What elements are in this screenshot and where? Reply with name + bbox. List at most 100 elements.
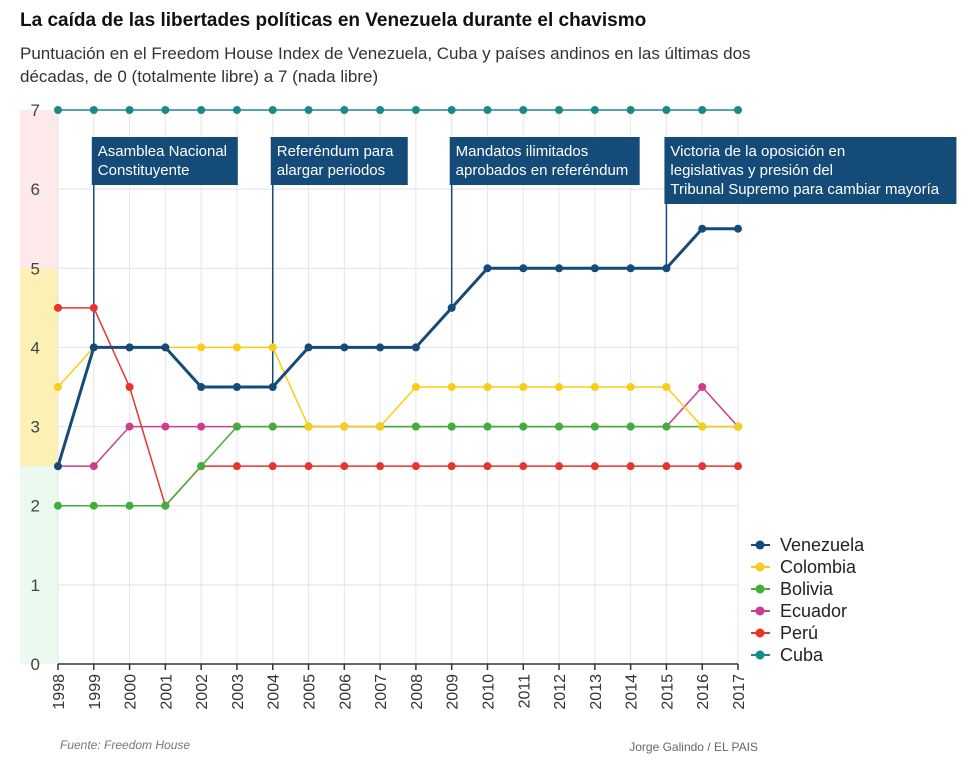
legend-label-bolivia: Bolivia	[780, 579, 834, 599]
point-peru-2009	[447, 462, 456, 471]
point-cuba-2010	[483, 106, 492, 114]
point-bolivia-2011	[519, 422, 528, 431]
point-venezuela-2011	[519, 264, 528, 273]
legend-label-peru: Perú	[780, 623, 818, 643]
point-cuba-2011	[519, 106, 528, 114]
legend-label-venezuela: Venezuela	[780, 535, 865, 555]
x-tick-label: 2002	[194, 674, 211, 710]
point-colombia-2013	[590, 383, 599, 391]
point-colombia-2004	[268, 343, 277, 352]
point-bolivia-2000	[125, 501, 134, 510]
point-peru-2008	[411, 462, 420, 471]
series-line-venezuela	[56, 227, 738, 467]
point-peru-2004	[268, 462, 277, 471]
x-tick-label: 2015	[659, 674, 676, 710]
point-peru-2006	[340, 462, 349, 471]
source-note: Fuente: Freedom House	[60, 738, 191, 752]
y-tick-label: 6	[31, 180, 40, 199]
annotation-text: alargar periodos	[277, 162, 385, 179]
point-peru-2012	[555, 462, 564, 471]
point-bolivia-2015	[662, 422, 671, 431]
point-ecuador-2000	[125, 422, 134, 431]
legend-marker-bolivia	[755, 584, 765, 594]
x-tick-label: 1998	[51, 674, 68, 710]
point-cuba-2017	[734, 106, 742, 114]
point-venezuela-2013	[590, 264, 599, 273]
point-venezuela-2005	[304, 343, 313, 352]
x-tick-label: 2009	[445, 674, 462, 710]
point-ecuador-1999	[89, 462, 98, 471]
y-tick-label: 0	[31, 655, 40, 674]
x-tick-label: 2011	[516, 674, 533, 709]
point-peru-2010	[483, 462, 492, 471]
point-ecuador-2002	[197, 422, 206, 431]
legend-marker-ecuador	[755, 606, 765, 616]
annotation-text: Tribunal Supremo para cambiar mayoría	[670, 181, 939, 198]
x-tick-label: 2010	[480, 674, 497, 710]
point-peru-1998	[54, 303, 62, 312]
point-colombia-2009	[447, 383, 456, 391]
point-peru-2000	[125, 383, 134, 391]
x-tick-label: 1999	[87, 674, 104, 710]
point-cuba-2008	[411, 106, 420, 114]
point-cuba-2015	[662, 106, 671, 114]
point-ecuador-2001	[161, 422, 170, 431]
point-venezuela-1998	[54, 462, 62, 471]
annotation-box-2004	[270, 137, 408, 185]
x-tick-label: 2013	[588, 674, 605, 710]
point-cuba-1998	[54, 106, 62, 114]
point-cuba-2000	[125, 106, 134, 114]
point-venezuela-2008	[411, 343, 420, 352]
point-bolivia-2013	[590, 422, 599, 431]
point-bolivia-2014	[626, 422, 635, 431]
point-colombia-2010	[483, 383, 492, 391]
point-venezuela-1999	[89, 343, 98, 352]
x-tick-label: 2003	[230, 674, 247, 710]
legend-marker-peru	[755, 628, 765, 638]
y-tick-label: 5	[31, 259, 40, 278]
point-cuba-2016	[698, 106, 707, 114]
x-tick-label: 2005	[302, 674, 319, 710]
point-bolivia-2009	[447, 422, 456, 431]
point-colombia-2003	[232, 343, 241, 352]
x-tick-label: 2004	[266, 674, 283, 710]
point-colombia-2012	[555, 383, 564, 391]
legend-label-colombia: Colombia	[780, 557, 857, 577]
point-bolivia-1999	[89, 501, 98, 510]
point-venezuela-2016	[698, 224, 707, 233]
x-tick-label: 2014	[624, 674, 641, 710]
point-colombia-2007	[376, 422, 385, 431]
point-peru-2016	[698, 462, 707, 471]
point-colombia-2011	[519, 383, 528, 391]
point-colombia-2015	[662, 383, 671, 391]
annotation-text: Victoria de la oposición en	[670, 143, 845, 160]
point-bolivia-2003	[232, 422, 241, 431]
point-venezuela-2010	[483, 264, 492, 273]
point-cuba-2006	[340, 106, 349, 114]
point-venezuela-2001	[161, 343, 170, 352]
annotation-text: Mandatos ilimitados	[456, 143, 589, 160]
point-colombia-2005	[304, 422, 313, 431]
annotation-box-1999	[91, 137, 238, 185]
y-tick-label: 4	[31, 338, 40, 357]
x-tick-label: 2016	[695, 674, 712, 710]
annotation-box-2015	[664, 137, 957, 204]
x-tick-label: 2001	[158, 674, 175, 710]
chart-subtitle: Puntuación en el Freedom House Index de …	[20, 44, 751, 86]
x-tick-label: 2000	[123, 674, 140, 710]
point-venezuela-2014	[626, 264, 635, 273]
y-tick-label: 2	[31, 497, 40, 516]
y-tick-label: 1	[31, 576, 40, 595]
x-tick-label: 2012	[552, 674, 569, 710]
series-line-colombia	[57, 346, 738, 428]
point-colombia-1998	[54, 383, 62, 391]
point-bolivia-2002	[197, 462, 206, 471]
x-tick-label: 2006	[337, 674, 354, 710]
point-colombia-2006	[340, 422, 349, 431]
annotation-text: Asamblea Nacional	[98, 143, 227, 160]
point-cuba-2004	[268, 106, 277, 114]
annotation-text: Constituyente	[98, 162, 190, 179]
point-cuba-1999	[89, 106, 98, 114]
point-peru-2007	[376, 462, 385, 471]
